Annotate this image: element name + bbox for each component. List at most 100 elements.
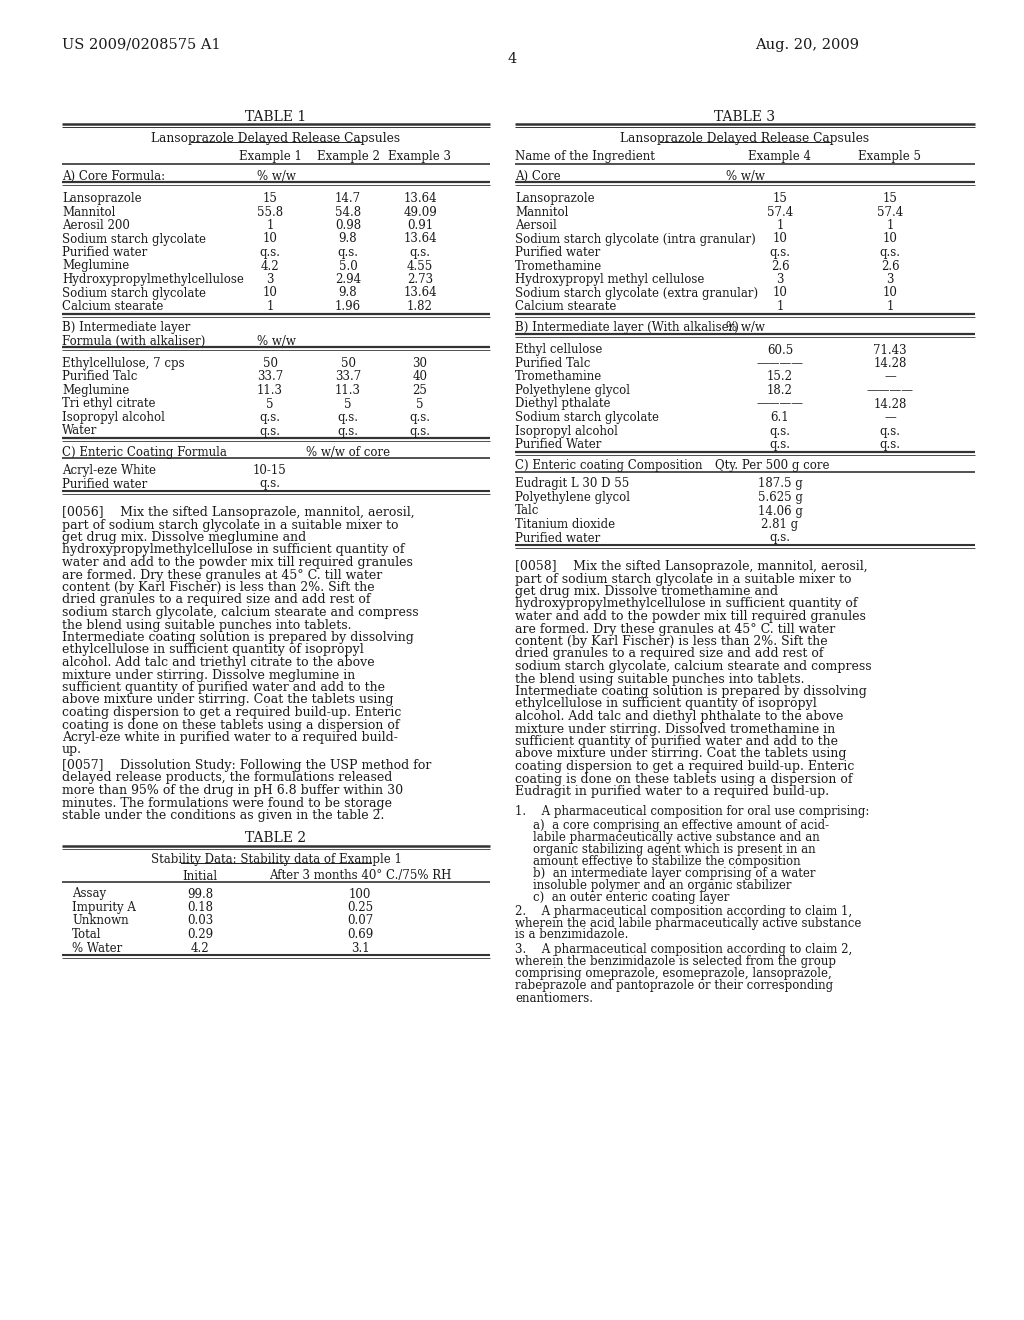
Text: hydroxypropylmethylcellulose in sufficient quantity of: hydroxypropylmethylcellulose in sufficie… bbox=[62, 544, 404, 557]
Text: 14.28: 14.28 bbox=[873, 397, 906, 411]
Text: 99.8: 99.8 bbox=[187, 887, 213, 900]
Text: 1.82: 1.82 bbox=[408, 300, 433, 313]
Text: ————: ———— bbox=[757, 397, 804, 411]
Text: Hydroxypropyl methyl cellulose: Hydroxypropyl methyl cellulose bbox=[515, 273, 705, 286]
Text: 2.6: 2.6 bbox=[881, 260, 899, 272]
Text: Eudragit in purified water to a required build-up.: Eudragit in purified water to a required… bbox=[515, 785, 829, 799]
Text: [0058]  Mix the sifted Lansoprazole, mannitol, aerosil,: [0058] Mix the sifted Lansoprazole, mann… bbox=[515, 560, 867, 573]
Text: 0.69: 0.69 bbox=[347, 928, 373, 941]
Text: q.s.: q.s. bbox=[338, 411, 358, 424]
Text: Meglumine: Meglumine bbox=[62, 260, 129, 272]
Text: q.s.: q.s. bbox=[769, 532, 791, 544]
Text: 15: 15 bbox=[883, 191, 897, 205]
Text: q.s.: q.s. bbox=[410, 425, 430, 437]
Text: Diethyl pthalate: Diethyl pthalate bbox=[515, 397, 610, 411]
Text: 9.8: 9.8 bbox=[339, 232, 357, 246]
Text: 33.7: 33.7 bbox=[257, 371, 283, 384]
Text: Lansoprazole Delayed Release Capsules: Lansoprazole Delayed Release Capsules bbox=[152, 132, 400, 145]
Text: 50: 50 bbox=[341, 356, 355, 370]
Text: q.s.: q.s. bbox=[410, 246, 430, 259]
Text: Purified water: Purified water bbox=[515, 246, 600, 259]
Text: B) Intermediate layer (With alkaliser): B) Intermediate layer (With alkaliser) bbox=[515, 322, 739, 334]
Text: 187.5 g: 187.5 g bbox=[758, 478, 803, 491]
Text: 10: 10 bbox=[883, 232, 897, 246]
Text: dried granules to a required size and add rest of: dried granules to a required size and ad… bbox=[515, 648, 823, 660]
Text: content (by Karl Fischer) is less than 2%. Sift the: content (by Karl Fischer) is less than 2… bbox=[62, 581, 375, 594]
Text: rabeprazole and pantoprazole or their corresponding: rabeprazole and pantoprazole or their co… bbox=[515, 979, 834, 993]
Text: 25: 25 bbox=[413, 384, 427, 397]
Text: 3.1: 3.1 bbox=[350, 941, 370, 954]
Text: 14.06 g: 14.06 g bbox=[758, 504, 803, 517]
Text: Example 5: Example 5 bbox=[858, 150, 922, 162]
Text: 1.96: 1.96 bbox=[335, 300, 361, 313]
Text: 3: 3 bbox=[776, 273, 783, 286]
Text: TABLE 1: TABLE 1 bbox=[246, 110, 306, 124]
Text: TABLE 3: TABLE 3 bbox=[715, 110, 775, 124]
Text: q.s.: q.s. bbox=[410, 411, 430, 424]
Text: Purified water: Purified water bbox=[62, 478, 147, 491]
Text: 18.2: 18.2 bbox=[767, 384, 793, 397]
Text: 11.3: 11.3 bbox=[257, 384, 283, 397]
Text: a)  a core comprising an effective amount of acid-: a) a core comprising an effective amount… bbox=[534, 818, 829, 832]
Text: Sodium starch glycolate: Sodium starch glycolate bbox=[62, 286, 206, 300]
Text: 15: 15 bbox=[772, 191, 787, 205]
Text: Tromethamine: Tromethamine bbox=[515, 260, 602, 272]
Text: B) Intermediate layer: B) Intermediate layer bbox=[62, 322, 190, 334]
Text: are formed. Dry these granules at 45° C. till water: are formed. Dry these granules at 45° C.… bbox=[515, 623, 836, 635]
Text: 5.625 g: 5.625 g bbox=[758, 491, 803, 504]
Text: 10: 10 bbox=[772, 286, 787, 300]
Text: the blend using suitable punches into tablets.: the blend using suitable punches into ta… bbox=[515, 672, 805, 685]
Text: Purified Water: Purified Water bbox=[515, 438, 601, 451]
Text: q.s.: q.s. bbox=[338, 246, 358, 259]
Text: Sodium starch glycolate (extra granular): Sodium starch glycolate (extra granular) bbox=[515, 286, 758, 300]
Text: q.s.: q.s. bbox=[769, 425, 791, 437]
Text: 57.4: 57.4 bbox=[767, 206, 794, 219]
Text: Sodium starch glycolate (intra granular): Sodium starch glycolate (intra granular) bbox=[515, 232, 756, 246]
Text: A) Core Formula:: A) Core Formula: bbox=[62, 170, 165, 183]
Text: part of sodium starch glycolate in a suitable mixer to: part of sodium starch glycolate in a sui… bbox=[62, 519, 398, 532]
Text: Intermediate coating solution is prepared by dissolving: Intermediate coating solution is prepare… bbox=[62, 631, 414, 644]
Text: Isopropyl alcohol: Isopropyl alcohol bbox=[515, 425, 617, 437]
Text: up.: up. bbox=[62, 743, 82, 756]
Text: 10: 10 bbox=[262, 286, 278, 300]
Text: Hydroxypropylmethylcellulose: Hydroxypropylmethylcellulose bbox=[62, 273, 244, 286]
Text: Aersoil: Aersoil bbox=[515, 219, 557, 232]
Text: 0.29: 0.29 bbox=[187, 928, 213, 941]
Text: 14.7: 14.7 bbox=[335, 191, 361, 205]
Text: 10: 10 bbox=[883, 286, 897, 300]
Text: minutes. The formulations were found to be storage: minutes. The formulations were found to … bbox=[62, 796, 392, 809]
Text: 0.18: 0.18 bbox=[187, 902, 213, 913]
Text: C) Enteric coating Composition: C) Enteric coating Composition bbox=[515, 459, 702, 473]
Text: 1: 1 bbox=[266, 300, 273, 313]
Text: C) Enteric Coating Formula: C) Enteric Coating Formula bbox=[62, 446, 227, 459]
Text: 6.1: 6.1 bbox=[771, 411, 790, 424]
Text: —: — bbox=[884, 411, 896, 424]
Text: alcohol. Add talc and diethyl phthalate to the above: alcohol. Add talc and diethyl phthalate … bbox=[515, 710, 844, 723]
Text: dried granules to a required size and add rest of: dried granules to a required size and ad… bbox=[62, 594, 371, 606]
Text: % Water: % Water bbox=[72, 941, 122, 954]
Text: is a benzimidazole.: is a benzimidazole. bbox=[515, 928, 629, 941]
Text: Unknown: Unknown bbox=[72, 915, 129, 928]
Text: mixture under stirring. Dissolved tromethamine in: mixture under stirring. Dissolved tromet… bbox=[515, 722, 836, 735]
Text: q.s.: q.s. bbox=[259, 478, 281, 491]
Text: wherein the benzimidazole is selected from the group: wherein the benzimidazole is selected fr… bbox=[515, 956, 836, 969]
Text: Mannitol: Mannitol bbox=[515, 206, 568, 219]
Text: ethylcellulose in sufficient quantity of isopropyl: ethylcellulose in sufficient quantity of… bbox=[62, 644, 364, 656]
Text: Qty. Per 500 g core: Qty. Per 500 g core bbox=[715, 459, 829, 473]
Text: Example 3: Example 3 bbox=[388, 150, 452, 162]
Text: water and add to the powder mix till required granules: water and add to the powder mix till req… bbox=[515, 610, 866, 623]
Text: % w/w of core: % w/w of core bbox=[306, 446, 390, 459]
Text: c)  an outer enteric coating layer: c) an outer enteric coating layer bbox=[534, 891, 729, 903]
Text: TABLE 2: TABLE 2 bbox=[246, 832, 306, 846]
Text: Lansoprazole: Lansoprazole bbox=[515, 191, 595, 205]
Text: 60.5: 60.5 bbox=[767, 343, 794, 356]
Text: labile pharmaceutically active substance and an: labile pharmaceutically active substance… bbox=[534, 830, 820, 843]
Text: 71.43: 71.43 bbox=[873, 343, 907, 356]
Text: 54.8: 54.8 bbox=[335, 206, 361, 219]
Text: ethylcellulose in sufficient quantity of isopropyl: ethylcellulose in sufficient quantity of… bbox=[515, 697, 817, 710]
Text: 10: 10 bbox=[262, 232, 278, 246]
Text: Calcium stearate: Calcium stearate bbox=[515, 300, 616, 313]
Text: 3.  A pharmaceutical composition according to claim 2,: 3. A pharmaceutical composition accordin… bbox=[515, 944, 852, 957]
Text: Sodium starch glycolate: Sodium starch glycolate bbox=[515, 411, 659, 424]
Text: Example 2: Example 2 bbox=[316, 150, 380, 162]
